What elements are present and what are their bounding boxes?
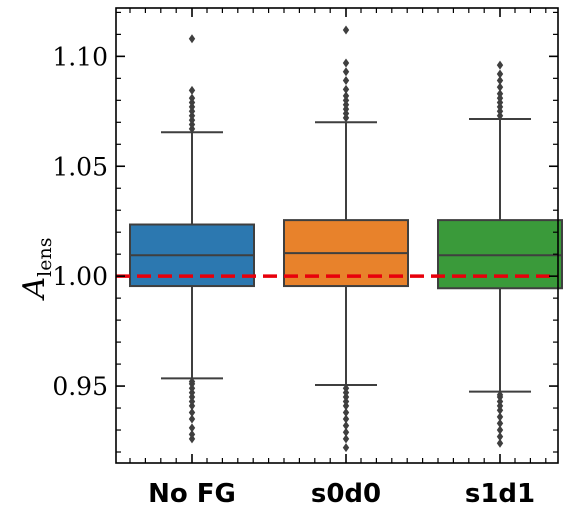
- y-tick-label: 1.10: [52, 42, 108, 71]
- outlier-point: [342, 434, 350, 444]
- x-tick-label: No FG: [148, 479, 236, 509]
- outlier-point: [342, 91, 350, 101]
- box-group-s1d1: [437, 60, 563, 448]
- plot-area: [129, 25, 563, 453]
- y-axis-ticks: 0.95 1.00 1.05 1.10: [52, 11, 558, 453]
- plot-frame: [115, 7, 559, 464]
- y-tick-label: 1.00: [52, 262, 108, 291]
- y-axis-label-main: A: [17, 277, 52, 302]
- box-group-no-fg: [129, 34, 255, 444]
- outlier-point: [496, 412, 504, 422]
- outlier-point: [496, 438, 504, 448]
- outlier-point: [496, 76, 504, 86]
- x-tick-label: s1d1: [465, 479, 535, 509]
- outlier-point: [496, 432, 504, 442]
- box: [437, 219, 563, 290]
- outlier-point: [496, 418, 504, 428]
- outlier-point: [342, 84, 350, 94]
- y-axis-label: Alens: [17, 238, 56, 302]
- outlier-point: [496, 390, 504, 400]
- y-tick-label: 0.95: [52, 372, 108, 401]
- outlier-point: [342, 421, 350, 431]
- outlier-point: [342, 76, 350, 86]
- outlier-point: [188, 377, 196, 387]
- outlier-point: [496, 89, 504, 99]
- outlier-point: [342, 443, 350, 453]
- outlier-point: [496, 69, 504, 79]
- outlier-point: [342, 407, 350, 417]
- outlier-point: [188, 85, 196, 95]
- outlier-point: [188, 429, 196, 439]
- outlier-point: [188, 93, 196, 103]
- outlier-point: [342, 427, 350, 437]
- y-tick-label: 1.05: [52, 152, 108, 181]
- outlier-point: [496, 60, 504, 70]
- outlier-point: [188, 414, 196, 424]
- box-group-s0d0: [283, 25, 409, 453]
- outlier-point: [342, 414, 350, 424]
- outlier-point: [496, 82, 504, 92]
- outlier-point: [342, 58, 350, 68]
- outlier-point: [342, 383, 350, 393]
- outlier-point: [496, 425, 504, 435]
- outlier-point: [342, 67, 350, 77]
- y-axis-label-subscript: lens: [34, 238, 56, 277]
- x-axis-ticks: No FG s0d0 s1d1: [129, 8, 547, 509]
- outlier-point: [342, 25, 350, 35]
- outlier-point: [188, 34, 196, 44]
- axes-frame: [115, 7, 559, 464]
- x-tick-label: s0d0: [311, 479, 381, 509]
- outlier-point: [188, 407, 196, 417]
- outlier-point: [188, 423, 196, 433]
